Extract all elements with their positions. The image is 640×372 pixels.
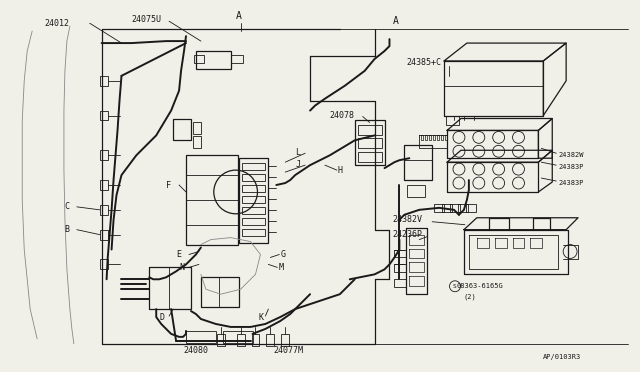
Bar	[241, 185, 266, 192]
Bar	[186, 331, 216, 343]
Bar	[434, 204, 444, 212]
Bar	[201, 277, 239, 307]
Text: 24075U: 24075U	[131, 15, 161, 24]
Text: A: A	[392, 16, 398, 26]
Bar	[241, 174, 266, 181]
Bar	[252, 334, 259, 346]
Text: 24012: 24012	[44, 19, 69, 28]
Bar	[196, 51, 230, 69]
Text: L: L	[295, 148, 300, 157]
Text: 24385+C: 24385+C	[406, 58, 442, 67]
Bar	[201, 277, 219, 307]
Text: 24383P: 24383P	[558, 164, 584, 170]
Bar	[100, 110, 108, 121]
Bar	[355, 121, 385, 165]
Text: J: J	[295, 160, 300, 169]
Bar	[241, 163, 266, 170]
Text: 24078: 24078	[330, 111, 355, 120]
Bar	[100, 230, 108, 240]
Text: G: G	[280, 250, 285, 259]
Text: 24382V: 24382V	[392, 215, 422, 224]
Bar	[442, 204, 452, 212]
Text: 24077M: 24077M	[273, 346, 303, 355]
Bar	[394, 264, 406, 272]
Text: C: C	[64, 202, 69, 211]
Text: M: M	[278, 263, 284, 272]
Bar	[266, 334, 275, 346]
Bar	[230, 55, 243, 63]
Bar	[100, 180, 108, 190]
Text: A: A	[236, 11, 241, 21]
Bar	[193, 122, 201, 134]
Bar	[193, 137, 201, 148]
Text: H: H	[338, 166, 343, 174]
Bar	[394, 279, 406, 287]
Text: B: B	[64, 225, 69, 234]
Text: N: N	[179, 263, 184, 272]
Bar	[241, 218, 266, 225]
Bar	[358, 138, 381, 148]
Bar	[407, 185, 425, 197]
Text: 24080: 24080	[183, 346, 208, 355]
Text: D: D	[159, 312, 164, 321]
Text: F: F	[166, 180, 171, 189]
Bar	[100, 259, 108, 269]
Bar	[149, 267, 169, 309]
Bar	[186, 155, 237, 244]
Bar	[173, 119, 191, 140]
Bar	[358, 125, 381, 135]
Bar	[194, 55, 204, 63]
Text: (2): (2)	[464, 294, 477, 301]
Bar	[466, 204, 476, 212]
Bar	[100, 76, 108, 86]
Text: S: S	[453, 284, 457, 289]
Bar	[241, 196, 266, 203]
Bar	[404, 145, 432, 180]
Bar	[241, 229, 266, 235]
Bar	[223, 331, 253, 343]
Text: E: E	[176, 250, 181, 259]
Bar	[149, 267, 191, 309]
Bar	[358, 152, 381, 162]
Bar	[100, 150, 108, 160]
Bar	[239, 158, 268, 243]
Bar	[237, 334, 244, 346]
Bar	[450, 204, 460, 212]
Bar	[241, 207, 266, 214]
Bar	[217, 334, 225, 346]
Text: 08363-6165G: 08363-6165G	[457, 283, 504, 289]
Bar	[394, 250, 406, 257]
Bar	[100, 205, 108, 215]
Text: AP/0103R3: AP/0103R3	[543, 354, 582, 360]
Text: 24236P: 24236P	[392, 230, 422, 239]
Bar	[282, 334, 289, 346]
Text: K: K	[259, 312, 264, 321]
Text: 24383P: 24383P	[558, 180, 584, 186]
Bar	[458, 204, 468, 212]
Text: 24382W: 24382W	[558, 152, 584, 158]
